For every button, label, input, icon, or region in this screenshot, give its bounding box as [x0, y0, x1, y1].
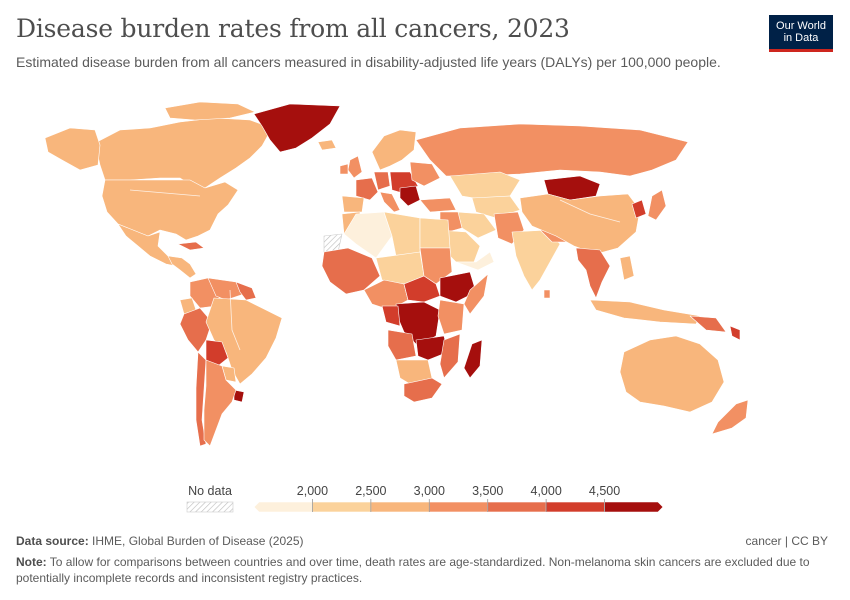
data-source-text[interactable]: IHME, Global Burden of Disease (2025): [92, 534, 304, 548]
legend-bin-7: [604, 501, 664, 513]
footer-note: Note: To allow for comparisons between c…: [16, 554, 816, 586]
legend-bin-6: [545, 501, 605, 513]
country-cuba[interactable]: [177, 241, 205, 251]
country-australia[interactable]: [619, 335, 725, 413]
country-central-african[interactable]: [403, 275, 441, 303]
country-venezuela[interactable]: [207, 277, 245, 301]
legend-bin-3: [370, 501, 430, 513]
country-ethiopia[interactable]: [439, 271, 477, 303]
legend-tick-label: 3,500: [472, 484, 503, 498]
legend-no-data-swatch: [186, 501, 234, 513]
country-somalia[interactable]: [463, 273, 489, 315]
legend-tick-label: 2,000: [297, 484, 328, 498]
legend-bin-2: [312, 501, 372, 513]
country-ireland[interactable]: [339, 163, 349, 175]
country-uk[interactable]: [347, 155, 363, 179]
country-germany[interactable]: [373, 171, 391, 191]
country-balkans[interactable]: [399, 185, 421, 207]
world-map[interactable]: [0, 95, 850, 475]
country-zambia-malawi[interactable]: [415, 335, 449, 361]
country-bolivia[interactable]: [205, 339, 229, 367]
country-usa[interactable]: [101, 179, 239, 241]
country-france[interactable]: [355, 177, 379, 201]
legend-tick-label: 2,500: [355, 484, 386, 498]
note-text: To allow for comparisons between countri…: [16, 555, 810, 585]
legend-ticks: 2,000 2,500 3,000 3,500 4,000 4,500: [297, 484, 620, 512]
country-philippines[interactable]: [619, 255, 635, 281]
country-egypt[interactable]: [419, 217, 451, 249]
country-china[interactable]: [519, 193, 641, 255]
country-peru[interactable]: [179, 307, 213, 353]
country-arctic-islands[interactable]: [164, 101, 256, 121]
country-brazil[interactable]: [205, 297, 283, 385]
country-guianas[interactable]: [235, 281, 257, 301]
country-east-africa[interactable]: [437, 299, 465, 335]
country-pacific-islands[interactable]: [729, 325, 741, 341]
country-ukraine-belarus[interactable]: [409, 161, 441, 187]
country-italy[interactable]: [379, 191, 401, 213]
country-japan[interactable]: [647, 189, 667, 221]
legend: No data 2,000 2,500 3,000 3,500 4,000 4,500: [186, 484, 664, 513]
country-gabon-congo[interactable]: [381, 305, 401, 327]
country-korea[interactable]: [631, 199, 647, 219]
logo-line-2: in Data: [783, 32, 819, 44]
data-source: Data source: IHME, Global Burden of Dise…: [16, 534, 303, 548]
country-angola[interactable]: [387, 329, 417, 361]
country-chile[interactable]: [195, 351, 207, 447]
owid-logo[interactable]: Our World in Data: [769, 15, 833, 52]
country-alaska[interactable]: [44, 127, 101, 171]
footer-license[interactable]: cancer | CC BY: [745, 534, 828, 548]
country-canada[interactable]: [94, 117, 273, 189]
legend-tick-label: 4,000: [531, 484, 562, 498]
legend-tick-label: 4,500: [589, 484, 620, 498]
legend-bin-4: [428, 501, 489, 513]
country-mozambique[interactable]: [439, 333, 461, 379]
legend-bins: [253, 501, 664, 513]
country-scandinavia[interactable]: [371, 129, 417, 171]
country-madagascar[interactable]: [463, 339, 483, 379]
legend-bin-1: [253, 501, 313, 513]
data-source-label: Data source:: [16, 534, 89, 548]
country-greenland[interactable]: [253, 103, 341, 153]
logo-line-1: Our World: [776, 20, 826, 32]
legend-tick-label: 3,000: [414, 484, 445, 498]
country-new-zealand[interactable]: [711, 399, 749, 435]
legend-bin-5: [487, 501, 547, 513]
country-central-america[interactable]: [167, 255, 197, 279]
country-png[interactable]: [689, 315, 727, 333]
country-indonesia[interactable]: [589, 299, 701, 325]
country-argentina[interactable]: [203, 359, 237, 447]
country-iceland[interactable]: [317, 139, 337, 151]
country-iberia[interactable]: [341, 195, 365, 213]
note-label: Note:: [16, 555, 47, 569]
legend-no-data-label: No data: [188, 484, 232, 498]
country-southeast-asia[interactable]: [575, 247, 611, 299]
country-russia[interactable]: [415, 123, 689, 177]
chart-subtitle: Estimated disease burden from all cancer…: [16, 54, 721, 70]
country-sri-lanka[interactable]: [543, 289, 551, 299]
country-turkey[interactable]: [419, 197, 457, 213]
chart-title: Disease burden rates from all cancers, 2…: [16, 14, 570, 43]
country-south-africa[interactable]: [403, 377, 443, 403]
country-yemen-oman[interactable]: [455, 251, 495, 271]
